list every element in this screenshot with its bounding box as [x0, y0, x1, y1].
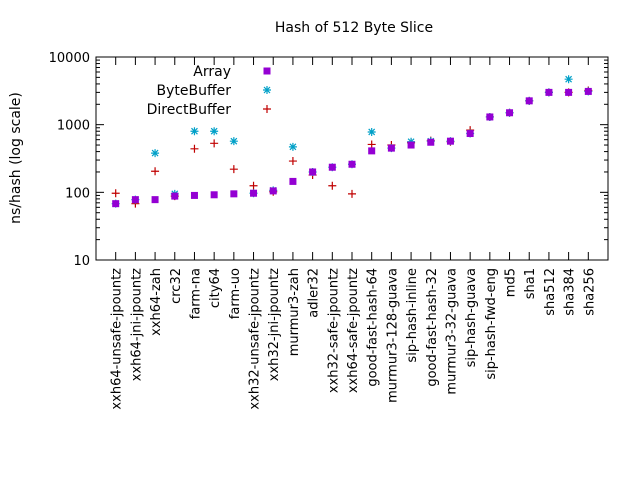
data-points	[111, 75, 593, 208]
x-tick-label: adler32	[307, 268, 322, 318]
data-point-directbuffer	[190, 144, 199, 153]
legend-marker-directbuffer	[263, 105, 271, 113]
x-tick-label: good-fast-hash-32	[425, 268, 440, 387]
data-point-array	[171, 192, 179, 200]
legend-marker-array	[263, 67, 271, 75]
data-point-array	[112, 200, 120, 208]
chart-title: Hash of 512 Byte Slice	[275, 20, 433, 36]
x-tick-label: xxh32-jni-jpountz	[267, 268, 282, 381]
y-axis-ticks: 10 100 1000 10000	[49, 51, 608, 269]
y-axis-label: ns/hash (log scale)	[8, 92, 24, 224]
data-point-array	[328, 163, 336, 171]
data-point-array	[269, 187, 277, 195]
x-tick-label: sha384	[563, 268, 578, 316]
y-tick-label: 1000	[57, 119, 90, 134]
x-tick-label: xxh32-safe-jpountz	[326, 268, 341, 393]
x-tick-label: md5	[504, 268, 519, 297]
x-axis-ticks: xxh64-unsafe-jpountz xxh64-jni-jpountz xxh…	[110, 57, 597, 410]
x-tick-label: farm-uo	[228, 268, 243, 319]
data-point-directbuffer	[229, 165, 238, 174]
data-point-array	[289, 177, 297, 185]
data-point-bytebuffer	[288, 142, 297, 151]
data-point-array	[230, 190, 238, 198]
x-tick-label: xxh32-unsafe-jpountz	[248, 268, 263, 410]
x-tick-label: murmur3-zah	[287, 268, 302, 356]
data-point-array	[131, 196, 139, 204]
x-tick-label: city64	[208, 268, 223, 308]
y-tick-label: 100	[65, 186, 90, 201]
data-point-array	[348, 160, 356, 168]
data-point-bytebuffer	[151, 149, 160, 158]
data-point-array	[407, 141, 415, 149]
data-point-bytebuffer	[564, 75, 573, 84]
x-tick-label: sha1	[523, 268, 538, 299]
data-point-array	[506, 109, 514, 117]
data-point-array	[250, 189, 258, 197]
legend-marker-bytebuffer	[263, 86, 271, 94]
data-point-directbuffer	[328, 181, 337, 190]
data-point-array	[151, 196, 159, 204]
data-point-array	[427, 138, 435, 146]
data-point-directbuffer	[249, 181, 258, 190]
x-tick-label: xxh64-unsafe-jpountz	[110, 268, 125, 410]
data-point-bytebuffer	[229, 137, 238, 146]
data-point-directbuffer	[288, 157, 297, 166]
x-tick-label: sip-hash-guava	[464, 268, 479, 367]
x-tick-label: xxh64-safe-jpountz	[346, 268, 361, 393]
x-tick-label: farm-na	[188, 268, 203, 319]
data-point-array	[210, 191, 218, 199]
x-tick-label: murmur3-32-guava	[444, 268, 459, 395]
data-point-array	[545, 88, 553, 96]
x-tick-label: murmur3-128-guava	[385, 268, 400, 403]
data-point-bytebuffer	[210, 127, 219, 136]
x-tick-label: xxh64-jni-jpountz	[129, 268, 144, 381]
y-tick-label: 10	[73, 254, 90, 269]
data-point-array	[368, 147, 376, 155]
data-point-directbuffer	[348, 189, 356, 198]
x-tick-label: xxh64-zah	[149, 268, 164, 336]
data-point-bytebuffer	[190, 127, 199, 136]
y-tick-label: 10000	[49, 51, 90, 66]
x-tick-label: sip-hash-fwd-eng	[484, 268, 499, 380]
legend-label-directbuffer: DirectBuffer	[147, 102, 232, 118]
data-point-array	[584, 87, 592, 95]
x-tick-label: crc32	[169, 268, 184, 304]
data-point-directbuffer	[367, 140, 376, 149]
data-point-bytebuffer	[367, 127, 376, 136]
data-point-directbuffer	[210, 139, 219, 148]
legend-label-array: Array	[193, 64, 231, 80]
data-point-directbuffer	[111, 189, 120, 198]
x-tick-label: sip-hash-inline	[405, 268, 420, 363]
data-point-array	[466, 130, 474, 138]
data-point-array	[309, 168, 317, 176]
x-tick-label: sha512	[543, 268, 558, 316]
data-point-array	[525, 97, 533, 105]
legend: Array ByteBuffer DirectBuffer	[147, 64, 271, 118]
x-tick-label: good-fast-hash-64	[366, 268, 381, 387]
data-point-array	[387, 144, 395, 152]
data-point-array	[565, 88, 573, 96]
data-point-array	[190, 191, 198, 199]
legend-label-bytebuffer: ByteBuffer	[157, 83, 232, 99]
x-tick-label: sha256	[582, 268, 597, 316]
data-point-array	[446, 137, 454, 145]
data-point-directbuffer	[151, 167, 160, 176]
data-point-array	[486, 113, 494, 121]
